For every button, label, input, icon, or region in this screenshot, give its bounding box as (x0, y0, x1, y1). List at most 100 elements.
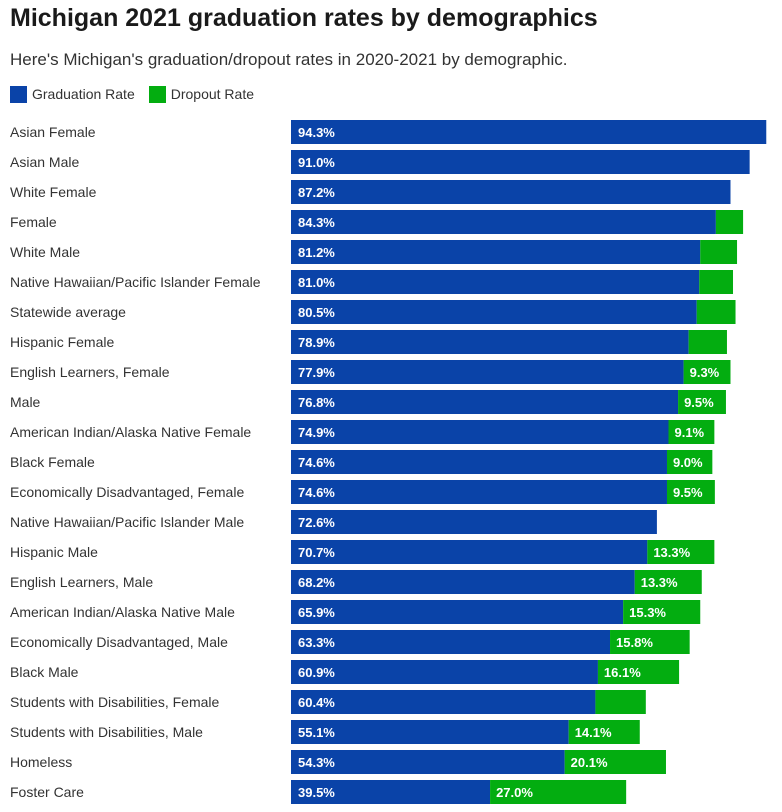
graduation-bar (291, 270, 700, 294)
legend-item-dropout: Dropout Rate (148, 85, 255, 103)
dropout-bar (647, 540, 715, 564)
dropout-value-label: 13.3% (653, 545, 690, 560)
graduation-value-label: 39.5% (298, 785, 335, 800)
dropout-bar (666, 450, 713, 474)
dropout-value-label: 9.1% (674, 425, 704, 440)
dropout-bar (678, 390, 726, 414)
dropout-bar (688, 330, 727, 354)
category-label: Black Female (10, 454, 95, 470)
dropout-value-label: 13.3% (641, 575, 678, 590)
graduation-bar (291, 720, 569, 744)
category-label: American Indian/Alaska Native Male (10, 604, 235, 620)
graduation-bar (291, 660, 598, 684)
graduation-bar (291, 450, 667, 474)
category-label: English Learners, Male (10, 574, 153, 590)
graduation-value-label: 76.8% (298, 395, 335, 410)
dropout-bar (700, 240, 738, 264)
graduation-value-label: 77.9% (298, 365, 335, 380)
category-label: Hispanic Male (10, 544, 98, 560)
category-label: American Indian/Alaska Native Female (10, 424, 251, 440)
graduation-bar (291, 210, 716, 234)
category-label: Male (10, 394, 41, 410)
graduation-bar (291, 570, 635, 594)
chart-title: Michigan 2021 graduation rates by demogr… (10, 4, 598, 32)
dropout-value-label: 9.5% (673, 485, 703, 500)
legend-swatch-graduation (10, 85, 27, 103)
category-label: Black Male (10, 664, 79, 680)
chart-subtitle: Here's Michigan's graduation/dropout rat… (10, 50, 568, 69)
graduation-value-label: 70.7% (298, 545, 335, 560)
graduation-bar (291, 180, 731, 204)
legend-label-graduation: Graduation Rate (32, 86, 135, 102)
dropout-bar (490, 780, 627, 804)
graduation-value-label: 81.2% (298, 245, 335, 260)
dropout-bar (699, 270, 734, 294)
dropout-value-label: 16.1% (604, 665, 641, 680)
category-label: Students with Disabilities, Male (10, 724, 203, 740)
category-label: Economically Disadvantaged, Female (10, 484, 244, 500)
graduation-value-label: 54.3% (298, 755, 335, 770)
legend-swatch-dropout (148, 85, 166, 103)
legend-label-dropout: Dropout Rate (170, 86, 255, 102)
graduation-bar (291, 300, 697, 324)
graduation-bar (291, 240, 701, 264)
category-label: Statewide average (10, 304, 126, 320)
category-label: Asian Female (10, 124, 96, 140)
dropout-bar (595, 690, 646, 714)
category-label: Native Hawaiian/Pacific Islander Female (10, 274, 261, 290)
category-label: Students with Disabilities, Female (10, 694, 220, 710)
graduation-bar (291, 120, 767, 144)
category-label: Economically Disadvantaged, Male (10, 634, 228, 650)
graduation-value-label: 74.6% (298, 455, 335, 470)
dropout-bar (564, 750, 666, 774)
graduation-bar (291, 360, 684, 384)
graduation-bar (291, 150, 750, 174)
graduation-value-label: 60.4% (298, 695, 335, 710)
graduation-value-label: 84.3% (298, 215, 335, 230)
category-label: English Learners, Female (10, 364, 170, 380)
graduation-value-label: 91.0% (298, 155, 335, 170)
graduation-bar (291, 780, 491, 804)
dropout-bar (683, 360, 731, 384)
dropout-value-label: 20.1% (571, 755, 608, 770)
category-label: Hispanic Female (10, 334, 114, 350)
graduation-bar (291, 600, 624, 624)
category-label: Foster Care (10, 784, 84, 800)
graduation-value-label: 68.2% (298, 575, 335, 590)
dropout-bar (666, 480, 715, 504)
dropout-value-label: 9.0% (673, 455, 703, 470)
dropout-bar (668, 420, 715, 444)
graduation-value-label: 65.9% (298, 605, 335, 620)
graduation-bar (291, 480, 667, 504)
graduation-value-label: 78.9% (298, 335, 335, 350)
graduation-bar (291, 690, 596, 714)
graduation-bar (291, 330, 689, 354)
dropout-value-label: 27.0% (496, 785, 533, 800)
graduation-bar (291, 630, 611, 654)
dropout-value-label: 15.3% (629, 605, 666, 620)
graduation-value-label: 60.9% (298, 665, 335, 680)
dropout-bar (715, 210, 744, 234)
graduation-bar (291, 540, 648, 564)
graduation-bar (291, 390, 679, 414)
dropout-value-label: 9.5% (684, 395, 714, 410)
dropout-value-label: 9.3% (690, 365, 720, 380)
dropout-value-label: 14.1% (575, 725, 612, 740)
category-label: White Female (10, 184, 97, 200)
graduation-value-label: 74.6% (298, 485, 335, 500)
category-label: Asian Male (10, 154, 79, 170)
legend-item-graduation: Graduation Rate (10, 85, 135, 103)
dropout-bar (634, 570, 702, 594)
graduation-value-label: 74.9% (298, 425, 335, 440)
graduation-bar (291, 420, 669, 444)
graduation-value-label: 72.6% (298, 515, 335, 530)
graduation-bar (291, 750, 565, 774)
graduation-value-label: 63.3% (298, 635, 335, 650)
graduation-value-label: 80.5% (298, 305, 335, 320)
category-label: Native Hawaiian/Pacific Islander Male (10, 514, 244, 530)
category-label: Homeless (10, 754, 72, 770)
graduation-value-label: 87.2% (298, 185, 335, 200)
category-label: White Male (10, 244, 80, 260)
graduation-value-label: 55.1% (298, 725, 335, 740)
